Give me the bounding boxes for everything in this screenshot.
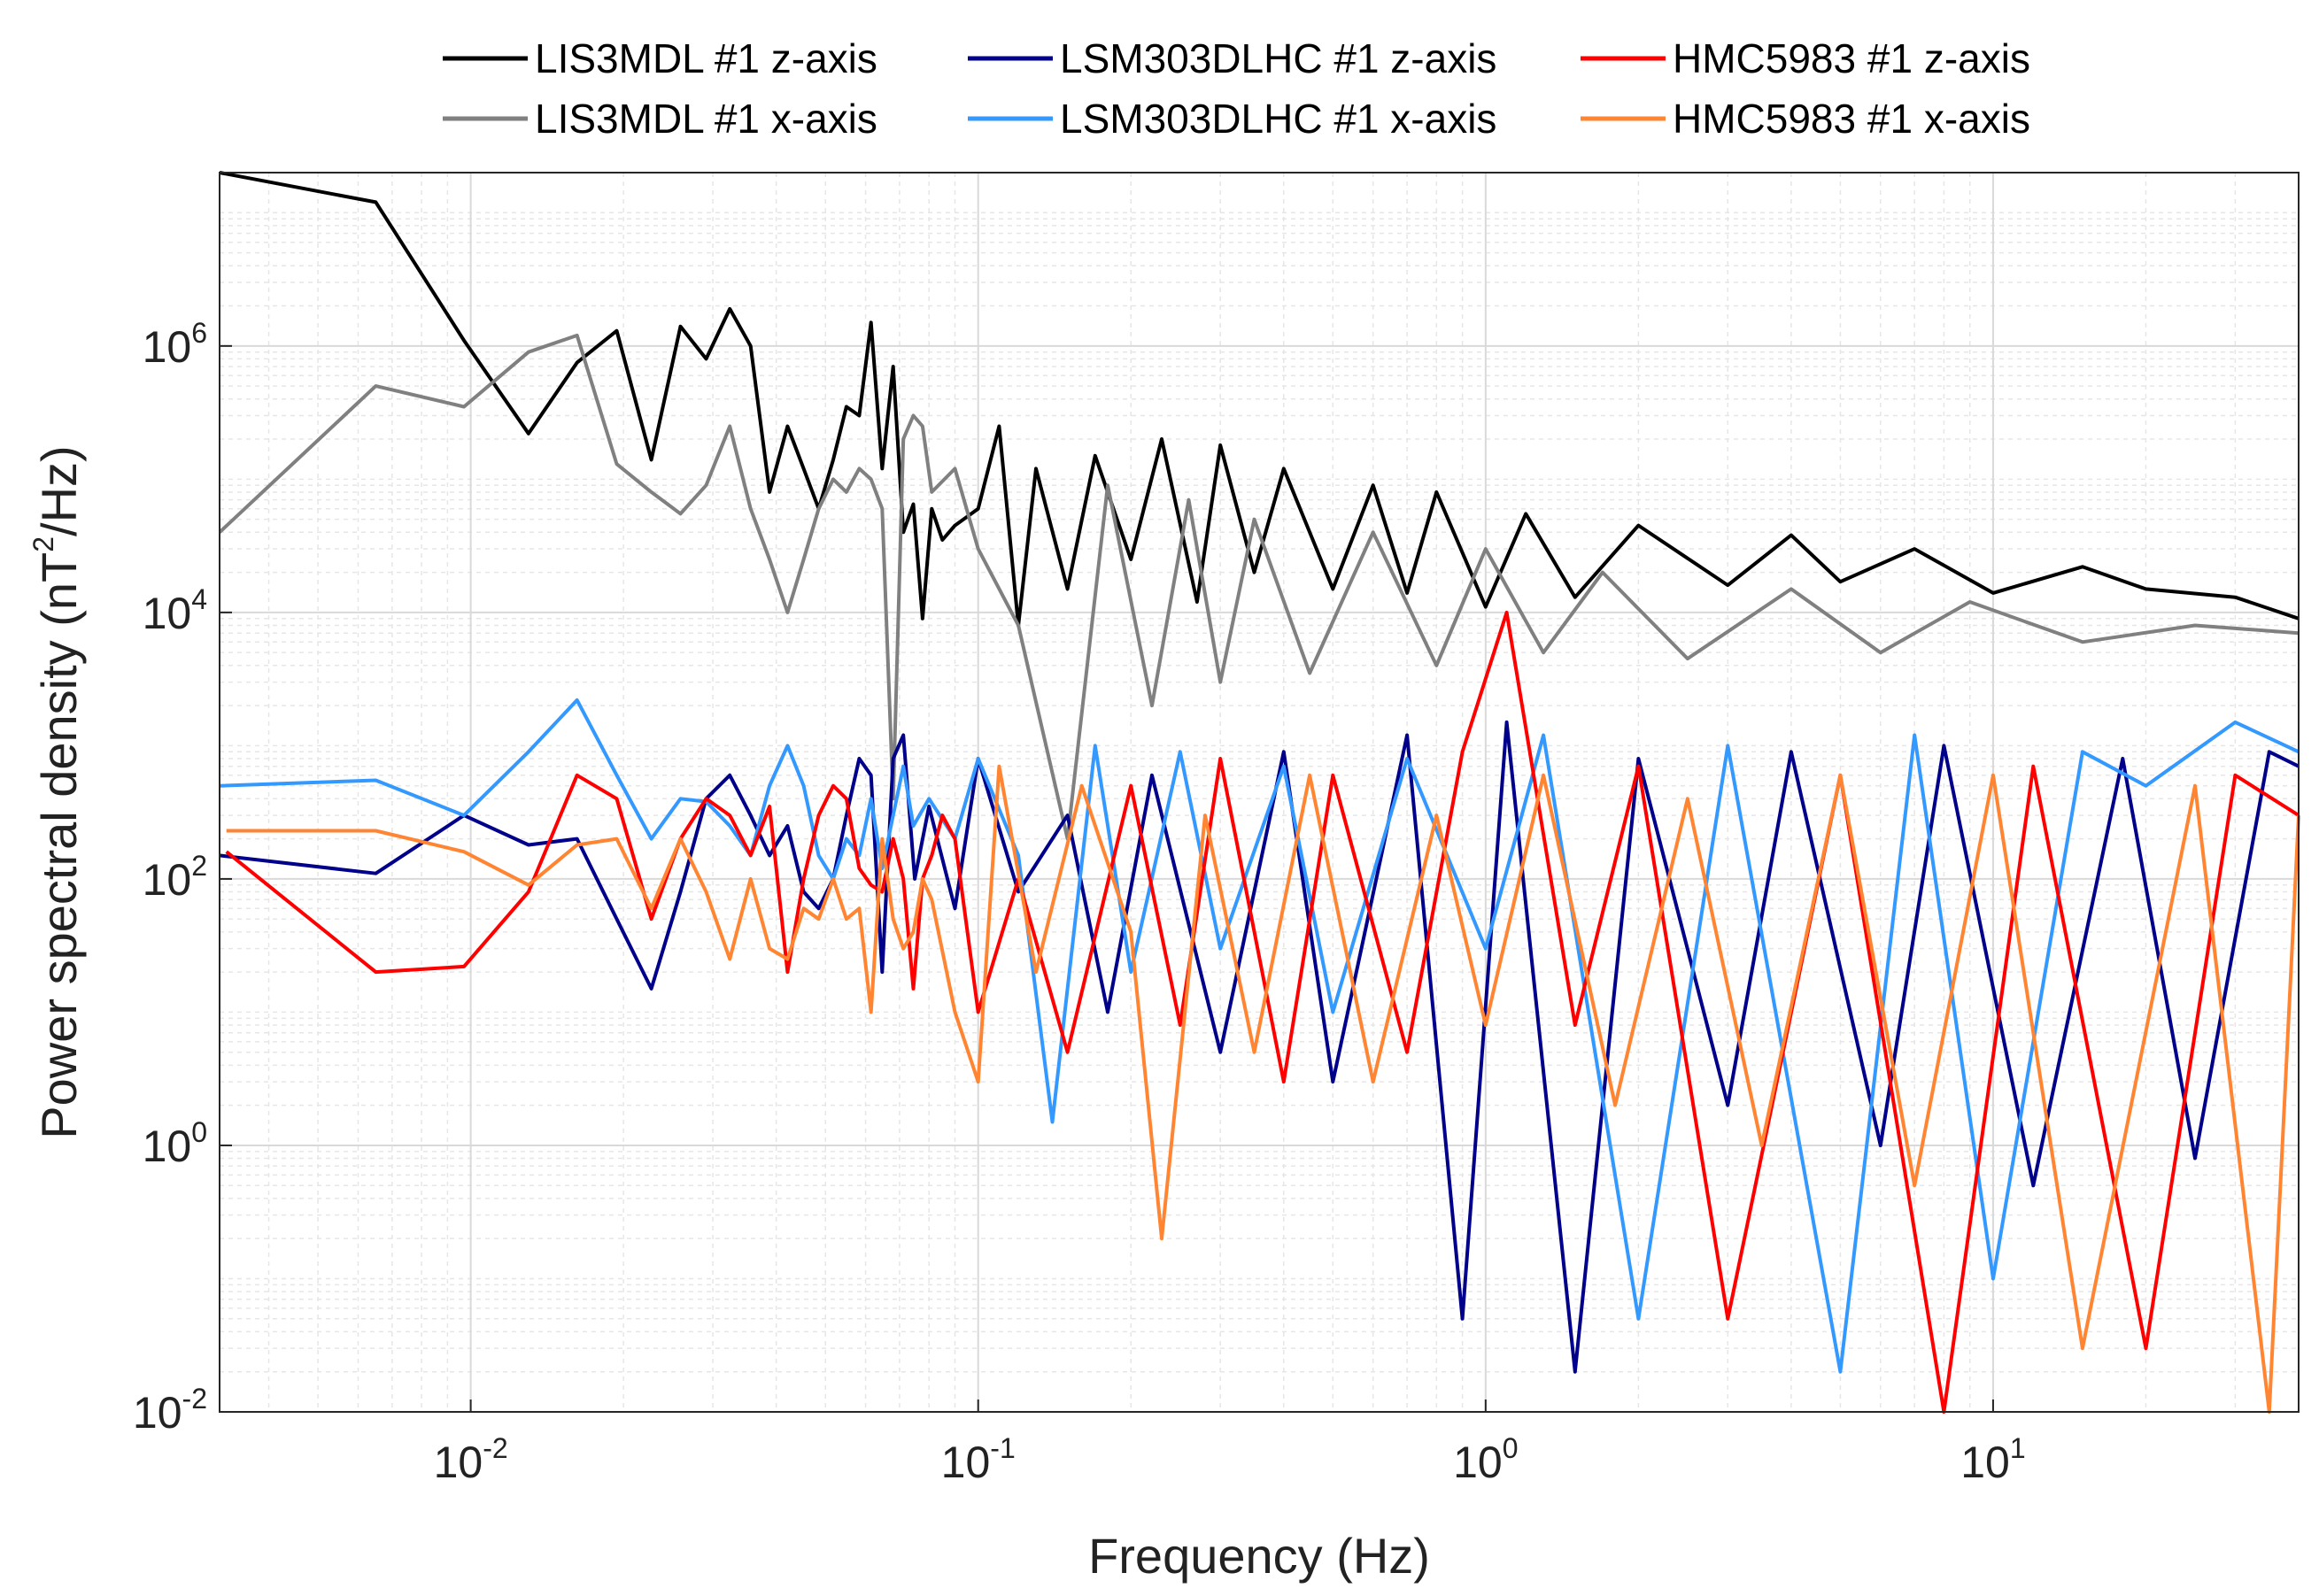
series-line-6 [226,764,2300,1414]
y-tick-label: 104 [143,583,207,638]
legend-label: HMC5983 #1 z-axis [1673,35,2030,81]
y-tick-label: 102 [143,850,207,905]
series-layer [218,171,2300,1414]
series-line-2 [218,333,2300,841]
x-tick-label: 100 [1453,1432,1518,1487]
y-tick-label: 106 [143,317,207,372]
legend-label: HMC5983 #1 x-axis [1673,96,2030,142]
y-tick-label: 10-2 [133,1383,207,1438]
legend: LIS3MDL #1 z-axis LSM303DLHC #1 z-axis HMC… [443,35,2030,142]
legend-label: LSM303DLHC #1 z-axis [1060,35,1496,81]
x-tick-label: 10-2 [434,1432,508,1487]
x-tick-label: 10-1 [941,1432,1016,1487]
y-tick-label: 100 [143,1116,207,1171]
x-tick-label: 101 [1960,1432,2025,1487]
y-axis-label: Power spectral density (nT2/Hz) [27,445,87,1138]
x-axis-label: Frequency (Hz) [1088,1528,1430,1584]
series-line-1 [219,171,2300,628]
ticks-layer: 10-2 10-1 100 101 10-2 100 102 104 106 [133,317,2026,1487]
plot-frame [219,172,2300,1413]
legend-label: LIS3MDL #1 z-axis [535,35,877,81]
legend-label: LSM303DLHC #1 x-axis [1060,96,1496,142]
series-line-3 [219,720,2300,1374]
legend-label: LIS3MDL #1 x-axis [535,96,877,142]
